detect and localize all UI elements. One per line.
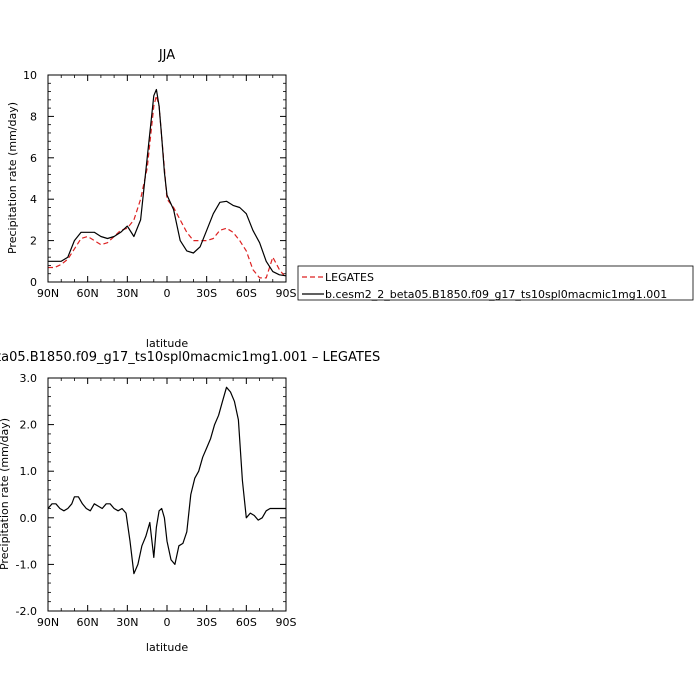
bottom-series-lines [47,386,286,575]
y-tick-label: -1.0 [16,558,37,571]
series-line-0 [48,95,287,279]
series-line-1 [48,88,287,277]
y-tick-label: 4 [30,193,37,206]
series-line-0 [47,386,286,575]
x-tick-label: 30N [116,616,138,629]
y-tick-label: 2 [30,235,37,248]
bottom-chart-title: ta05.B1850.f09_g17_ts10spl0macmic1mg1.00… [0,350,380,365]
y-tick-label: 2.0 [20,419,38,432]
top-series-lines [48,88,287,279]
y-tick-label: 3.0 [20,372,38,385]
y-tick-label: 8 [30,110,37,123]
x-tick-label: 60N [77,287,99,300]
y-tick-label: -2.0 [16,605,37,618]
bottom-panel: ta05.B1850.f09_g17_ts10spl0macmic1mg1.00… [0,350,380,654]
top-y-axis-title: Precipitation rate (mm/day) [6,102,19,254]
x-tick-label: 60N [77,616,99,629]
x-tick-label: 90N [37,616,59,629]
bottom-plot-frame [47,377,287,612]
top-x-tick-labels: 90N 60N 30N 0 30S 60S 90S [37,287,297,300]
legend-label-legates: LEGATES [325,271,374,284]
x-tick-label: 60S [236,287,257,300]
bottom-x-axis-title: latitude [146,641,188,654]
bottom-x-tick-labels: 90N 60N 30N 0 30S 60S 90S [37,616,297,629]
x-tick-label: 0 [164,287,171,300]
top-ticks [47,74,287,283]
top-chart-title: JJA [158,48,175,63]
y-tick-label: 10 [23,69,37,82]
top-plot-frame [47,74,287,283]
top-y-tick-labels: 0 2 4 6 8 10 [23,69,37,289]
y-tick-label: 0 [30,276,37,289]
y-tick-label: 6 [30,152,37,165]
bottom-ticks [47,377,287,612]
x-tick-label: 90N [37,287,59,300]
x-tick-label: 90S [276,616,297,629]
legend: LEGATES b.cesm2_2_beta05.B1850.f09_g17_t… [297,265,694,301]
bottom-y-tick-labels: -2.0 -1.0 0.0 1.0 2.0 3.0 [16,372,37,618]
y-tick-label: 0.0 [20,512,38,525]
bottom-y-axis-title: Precipitation rate (mm/day) [0,418,11,570]
y-tick-label: 1.0 [20,465,38,478]
x-tick-label: 90S [276,287,297,300]
top-panel: JJA 90N 60N 30N 0 30S 60S 90S 0 2 4 6 8 10 latitude… [6,48,694,350]
x-tick-label: 60S [236,616,257,629]
x-tick-label: 30S [196,287,217,300]
legend-box [297,265,694,301]
x-tick-label: 30S [196,616,217,629]
x-tick-label: 0 [164,616,171,629]
top-x-axis-title: latitude [146,337,188,350]
legend-label-model: b.cesm2_2_beta05.B1850.f09_g17_ts10spl0m… [325,288,667,301]
x-tick-label: 30N [116,287,138,300]
